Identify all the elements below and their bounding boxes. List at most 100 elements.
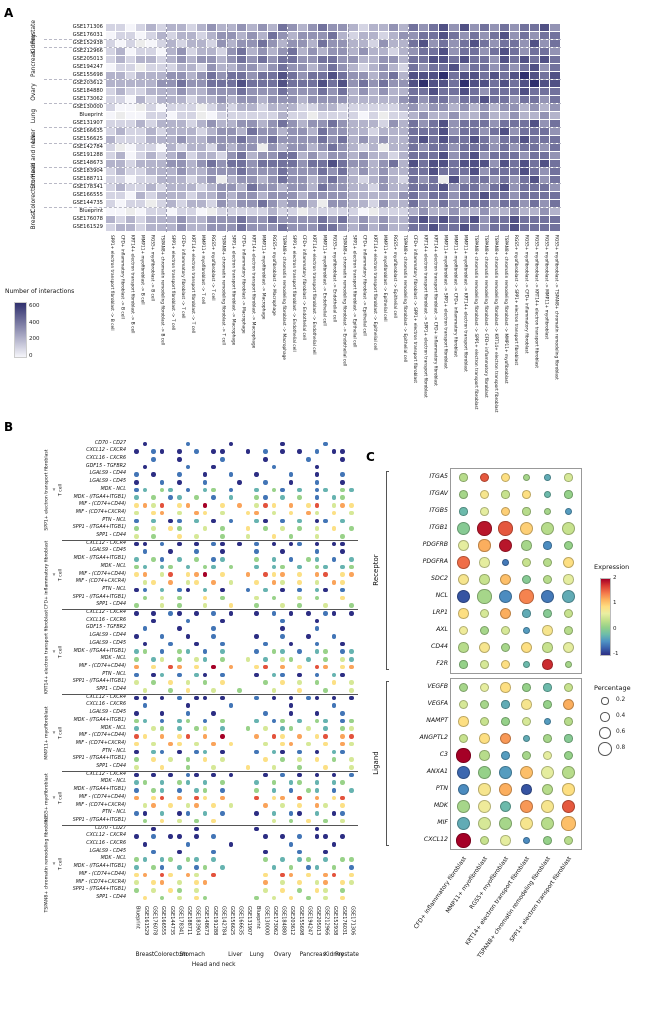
heatmap-cell — [126, 136, 136, 144]
interaction-dot — [331, 672, 337, 678]
heatmap-cell — [277, 184, 287, 192]
heatmap-cell — [378, 216, 388, 224]
interaction-dot — [263, 495, 268, 501]
interaction-dot — [288, 811, 294, 816]
interaction-dot — [314, 749, 320, 755]
interaction-dot — [168, 834, 173, 839]
interaction-dot — [202, 572, 208, 578]
interaction-dot — [314, 834, 320, 839]
heatmap-cell — [176, 176, 186, 184]
dotplot-row-label: CXCL16 - CXCR6 — [86, 702, 126, 708]
heatmap-cell — [156, 224, 166, 232]
interaction-dot — [142, 641, 148, 647]
heatmap-column-label: CFD+ inflammatory fibroblast -> SPP1+ el… — [412, 235, 418, 384]
heatmap-cell — [136, 40, 146, 48]
interaction-dot — [349, 510, 354, 516]
heatmap-column-label: KRT14+ electron transport fibroblast -> … — [190, 235, 195, 334]
interaction-dot — [263, 857, 268, 862]
heatmap-cell — [237, 216, 247, 224]
heatmap-cell — [499, 56, 510, 64]
interactions-legend-tick-label: 400 — [29, 319, 40, 326]
heatmap-cell — [328, 224, 338, 232]
heatmap-cell — [227, 200, 237, 208]
interaction-dot — [159, 872, 165, 878]
heatmap-cell — [499, 168, 510, 176]
heatmap-cell — [429, 192, 439, 200]
heatmap-cell — [186, 96, 196, 104]
gene-label: F2R — [436, 659, 448, 667]
interaction-dot — [151, 495, 156, 501]
gene-group-bracket — [386, 681, 387, 845]
heatmap-cell — [328, 136, 338, 144]
heatmap-cell — [469, 128, 479, 136]
heatmap-cell — [267, 128, 277, 136]
interaction-dot — [314, 680, 320, 685]
expression-dot — [456, 589, 471, 604]
heatmap-cell — [510, 104, 520, 112]
interaction-dot — [271, 811, 277, 816]
heatmap-cell — [489, 24, 499, 32]
interaction-dot — [220, 510, 225, 516]
heatmap-cell — [388, 96, 398, 104]
heatmap-cell — [489, 56, 499, 64]
heatmap-cell — [136, 64, 146, 72]
dotplot-x-label: GSE188711 — [186, 906, 192, 936]
interaction-dot — [134, 495, 139, 501]
heatmap-cell — [368, 224, 378, 232]
heatmap-cell — [207, 128, 217, 136]
interaction-dot — [142, 857, 148, 862]
heatmap-cell — [358, 192, 368, 200]
heatmap-cell — [308, 24, 318, 32]
heatmap-cell — [217, 88, 227, 96]
dotplot-row-label: MDK - NCL — [100, 856, 126, 862]
expression-dot — [519, 589, 534, 604]
tissue-separator — [44, 47, 561, 49]
dotplot-block-target-label: T cell — [58, 645, 64, 658]
heatmap-row-label: GSE183904 — [72, 167, 103, 174]
heatmap-cell — [126, 80, 136, 88]
heatmap-cell — [126, 104, 136, 112]
heatmap-cell — [378, 64, 388, 72]
interaction-dot — [323, 657, 328, 662]
interaction-dot — [168, 572, 173, 578]
interaction-dot — [202, 503, 208, 508]
dotplot-x-label: GSE148673 — [203, 906, 210, 936]
heatmap-cell — [378, 200, 388, 208]
interaction-dot — [134, 788, 139, 793]
interaction-dot — [211, 687, 216, 693]
heatmap-cell — [106, 200, 116, 208]
column-group-separator — [287, 24, 289, 232]
interaction-dot — [331, 557, 337, 562]
dotplot-row-label: PTN - NCL — [102, 671, 126, 677]
interaction-dot — [288, 472, 294, 477]
interaction-dot — [194, 726, 199, 732]
interaction-dot — [194, 695, 199, 701]
heatmap-cell — [156, 136, 166, 144]
interaction-dot — [306, 557, 311, 562]
heatmap-cell — [247, 56, 257, 64]
interaction-dot — [159, 749, 165, 755]
heatmap-cell — [510, 112, 520, 120]
interaction-dot — [340, 456, 345, 462]
expression-dot — [499, 573, 512, 586]
expression-dot — [540, 765, 555, 780]
heatmap-cell — [499, 128, 510, 136]
interaction-dot — [271, 818, 277, 824]
interaction-dot — [185, 857, 191, 862]
heatmap-cell — [267, 88, 277, 96]
heatmap-cell — [277, 96, 287, 104]
interaction-dot — [202, 526, 208, 531]
interaction-dot — [134, 780, 139, 785]
heatmap-cell — [227, 24, 237, 32]
heatmap-cell — [550, 168, 560, 176]
heatmap-cell — [277, 120, 287, 128]
interaction-dot — [159, 541, 165, 547]
heatmap-cell — [489, 160, 499, 168]
heatmap-cell — [308, 152, 318, 160]
heatmap-cell — [146, 48, 156, 56]
heatmap-cell — [297, 120, 308, 128]
interaction-dot — [340, 718, 345, 724]
heatmap-row-label: GSE176031 — [72, 31, 103, 38]
heatmap-cell — [479, 160, 489, 168]
heatmap-cell — [338, 136, 348, 144]
